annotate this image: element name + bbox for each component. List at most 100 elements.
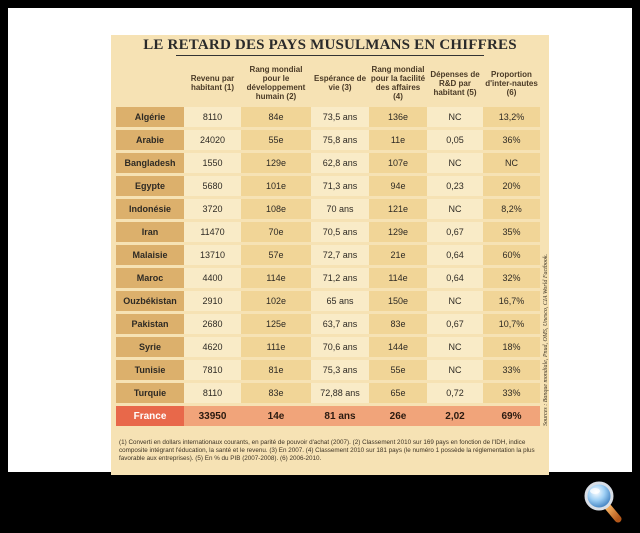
column-header: Dépenses de R&D par habitant (5) <box>430 69 480 97</box>
value-cell: 7810 <box>184 360 241 380</box>
table-row: Bangladesh 1550 129e 62,8 ans 107e NC NC <box>116 153 540 173</box>
value-cell: 5680 <box>184 176 241 196</box>
value-cell: 136e <box>369 107 427 127</box>
table-row: Turquie 8110 83e 72,88 ans 65e 0,72 33% <box>116 383 540 403</box>
value-cell: 84e <box>241 107 311 127</box>
value-cell: 0,67 <box>427 314 483 334</box>
value-cell: NC <box>427 153 483 173</box>
value-cell: 75,3 ans <box>311 360 369 380</box>
value-cell: 4400 <box>184 268 241 288</box>
value-cell: NC <box>427 291 483 311</box>
value-cell: 1550 <box>184 153 241 173</box>
value-cell: 0,64 <box>427 268 483 288</box>
magnifier-icon[interactable] <box>583 480 623 524</box>
value-cell: 13710 <box>184 245 241 265</box>
value-cell: 55e <box>241 130 311 150</box>
value-cell: 114e <box>241 268 311 288</box>
table-row: Egypte 5680 101e 71,3 ans 94e 0,23 20% <box>116 176 540 196</box>
value-cell: 0,23 <box>427 176 483 196</box>
column-header: Espérance de vie (3) <box>313 74 367 92</box>
value-cell: 13,2% <box>483 107 540 127</box>
table-row: Tunisie 7810 81e 75,3 ans 55e NC 33% <box>116 360 540 380</box>
value-cell: 71,3 ans <box>311 176 369 196</box>
value-cell: 18% <box>483 337 540 357</box>
value-cell: 3720 <box>184 199 241 219</box>
infographic: LE RETARD DES PAYS MUSULMANS EN CHIFFRES… <box>111 35 549 475</box>
table-row: Arabie 24020 55e 75,8 ans 11e 0,05 36% <box>116 130 540 150</box>
country-cell: Maroc <box>116 268 184 288</box>
value-cell: 2,02 <box>427 406 483 426</box>
value-cell: 94e <box>369 176 427 196</box>
country-cell: Turquie <box>116 383 184 403</box>
value-cell: 70 ans <box>311 199 369 219</box>
value-cell: 0,67 <box>427 222 483 242</box>
country-cell: Arabie <box>116 130 184 150</box>
value-cell: 60% <box>483 245 540 265</box>
value-cell: 129e <box>241 153 311 173</box>
country-cell: Indonésie <box>116 199 184 219</box>
infographic-title: LE RETARD DES PAYS MUSULMANS EN CHIFFRES <box>143 37 517 53</box>
value-cell: 81e <box>241 360 311 380</box>
value-cell: 0,72 <box>427 383 483 403</box>
country-cell: Syrie <box>116 337 184 357</box>
value-cell: 0,05 <box>427 130 483 150</box>
table-row: Algérie 8110 84e 73,5 ans 136e NC 13,2% <box>116 107 540 127</box>
value-cell: 55e <box>369 360 427 380</box>
value-cell: NC <box>483 153 540 173</box>
value-cell: 72,7 ans <box>311 245 369 265</box>
value-cell: 83e <box>369 314 427 334</box>
footnotes: (1) Converti en dollars internationaux c… <box>119 439 535 462</box>
value-cell: 111e <box>241 337 311 357</box>
value-cell: NC <box>427 360 483 380</box>
country-cell: Pakistan <box>116 314 184 334</box>
value-cell: 0,64 <box>427 245 483 265</box>
value-cell: 150e <box>369 291 427 311</box>
country-cell: Bangladesh <box>116 153 184 173</box>
value-cell: 35% <box>483 222 540 242</box>
value-cell: 10,7% <box>483 314 540 334</box>
value-cell: 16,7% <box>483 291 540 311</box>
value-cell: 114e <box>369 268 427 288</box>
table-row: Malaisie 13710 57e 72,7 ans 21e 0,64 60% <box>116 245 540 265</box>
value-cell: 8110 <box>184 383 241 403</box>
table-row: Indonésie 3720 108e 70 ans 121e NC 8,2% <box>116 199 540 219</box>
value-cell: 33% <box>483 360 540 380</box>
value-cell: 8110 <box>184 107 241 127</box>
value-cell: 69% <box>483 406 540 426</box>
value-cell: 65 ans <box>311 291 369 311</box>
value-cell: 2680 <box>184 314 241 334</box>
value-cell: 71,2 ans <box>311 268 369 288</box>
header-row: Revenu par habitant (1) Rang mondial pou… <box>116 62 540 104</box>
value-cell: 33950 <box>184 406 241 426</box>
table-row: Syrie 4620 111e 70,6 ans 144e NC 18% <box>116 337 540 357</box>
value-cell: 75,8 ans <box>311 130 369 150</box>
country-cell: France <box>116 406 184 426</box>
value-cell: NC <box>427 199 483 219</box>
value-cell: 26e <box>369 406 427 426</box>
value-cell: 125e <box>241 314 311 334</box>
value-cell: 33% <box>483 383 540 403</box>
value-cell: 70,5 ans <box>311 222 369 242</box>
value-cell: 8,2% <box>483 199 540 219</box>
table-row: Ouzbékistan 2910 102e 65 ans 150e NC 16,7% <box>116 291 540 311</box>
value-cell: 83e <box>241 383 311 403</box>
country-cell: Tunisie <box>116 360 184 380</box>
value-cell: 81 ans <box>311 406 369 426</box>
value-cell: NC <box>427 107 483 127</box>
value-cell: 73,5 ans <box>311 107 369 127</box>
column-header <box>116 62 184 104</box>
value-cell: 101e <box>241 176 311 196</box>
value-cell: 144e <box>369 337 427 357</box>
column-header: Revenu par habitant (1) <box>190 74 235 92</box>
country-cell: Malaisie <box>116 245 184 265</box>
country-cell: Egypte <box>116 176 184 196</box>
value-cell: 107e <box>369 153 427 173</box>
value-cell: 102e <box>241 291 311 311</box>
value-cell: 70e <box>241 222 311 242</box>
value-cell: 72,88 ans <box>311 383 369 403</box>
value-cell: 20% <box>483 176 540 196</box>
value-cell: 63,7 ans <box>311 314 369 334</box>
table-row: Maroc 4400 114e 71,2 ans 114e 0,64 32% <box>116 268 540 288</box>
france-row: France 33950 14e 81 ans 26e 2,02 69% <box>116 406 540 426</box>
column-header: Rang mondial pour la facilité des affair… <box>370 65 426 101</box>
